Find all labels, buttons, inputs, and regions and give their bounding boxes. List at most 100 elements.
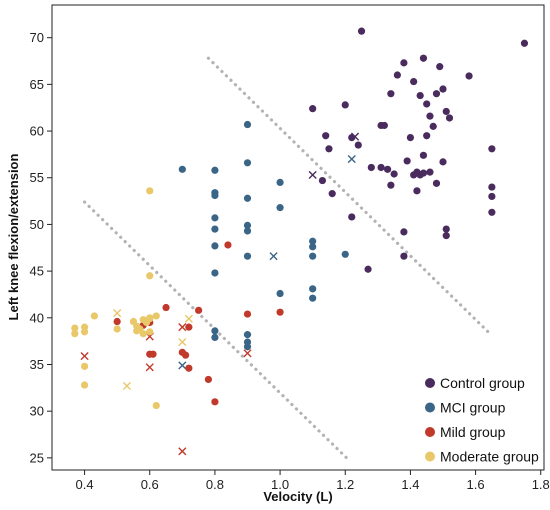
moderate-group-point bbox=[80, 381, 89, 389]
control-group-point bbox=[488, 145, 496, 153]
control-group-point bbox=[387, 90, 395, 98]
mild-group-point bbox=[185, 364, 193, 372]
mild-group-cross-stroke bbox=[243, 349, 252, 358]
control-group-point bbox=[432, 90, 441, 98]
mci-group-cross-stroke bbox=[178, 361, 187, 370]
data-points bbox=[71, 27, 529, 456]
mci-group-point bbox=[243, 221, 252, 229]
control-group-cross-stroke bbox=[308, 170, 317, 180]
mci-group-point bbox=[211, 269, 219, 277]
control-group-point bbox=[318, 176, 327, 185]
control-group-point bbox=[442, 107, 450, 116]
control-group-point bbox=[488, 183, 496, 191]
y-axis-title: Left knee flexion/extension bbox=[6, 154, 21, 321]
mci-group-point bbox=[276, 178, 284, 187]
control-group-point bbox=[436, 63, 444, 71]
x-tick-label: 0.6 bbox=[141, 477, 159, 492]
control-group-point bbox=[322, 132, 330, 140]
control-group-point bbox=[364, 265, 372, 273]
mild-group-cross-stroke bbox=[145, 363, 154, 372]
legend-label: MCI group bbox=[440, 400, 506, 416]
moderate-group-point bbox=[71, 330, 79, 338]
legend-marker bbox=[425, 402, 435, 413]
moderate-group-point bbox=[146, 328, 154, 336]
mild-group-point bbox=[211, 398, 219, 406]
x-tick-label: 1.4 bbox=[401, 477, 419, 492]
control-group-point bbox=[325, 145, 333, 153]
boundary-line-2 bbox=[206, 56, 494, 338]
moderate-group-point bbox=[152, 401, 160, 410]
x-tick-label: 1.2 bbox=[336, 477, 354, 492]
control-group-point bbox=[429, 122, 437, 130]
mild-group-cross-stroke bbox=[178, 447, 187, 456]
x-axis-title: Velocity (L) bbox=[263, 489, 332, 504]
mci-group-point bbox=[211, 191, 219, 200]
legend-label: Mild group bbox=[440, 424, 506, 440]
mci-group-point bbox=[178, 165, 186, 173]
mci-group-point bbox=[276, 289, 284, 298]
moderate-group-point bbox=[139, 330, 147, 338]
legend: Control group MCI group Mild group Moderate… bbox=[425, 375, 539, 465]
mci-group-point bbox=[211, 166, 219, 174]
control-group-cross-marker bbox=[308, 170, 317, 180]
mci-group-point bbox=[211, 214, 219, 222]
mci-group-point bbox=[309, 285, 317, 293]
x-tick-label: 0.8 bbox=[206, 477, 224, 492]
control-group-point bbox=[400, 252, 408, 260]
mci-group-point bbox=[243, 194, 252, 202]
mci-group-point bbox=[309, 252, 317, 260]
mci-group-point bbox=[243, 159, 252, 167]
moderate-group-point bbox=[146, 187, 154, 195]
control-group-cross-stroke bbox=[350, 132, 360, 141]
moderate-group-point bbox=[152, 312, 160, 320]
mild-group-cross-marker bbox=[145, 363, 154, 372]
y-tick-label: 65 bbox=[30, 77, 44, 92]
moderate-group-point bbox=[146, 272, 154, 280]
control-group-point bbox=[390, 170, 398, 178]
plot-frame bbox=[51, 4, 545, 471]
mci-group-cross-marker bbox=[178, 361, 187, 370]
mci-group-point bbox=[243, 343, 252, 351]
control-group-point bbox=[341, 101, 349, 109]
mild-group-cross-stroke bbox=[80, 351, 89, 361]
y-tick-label: 30 bbox=[30, 404, 44, 419]
control-group-point bbox=[465, 72, 473, 80]
moderate-group-point bbox=[90, 312, 98, 320]
mild-group-cross-marker bbox=[243, 349, 252, 358]
legend-label: Control group bbox=[440, 375, 525, 391]
mci-group-cross-stroke bbox=[269, 252, 278, 261]
control-group-point bbox=[413, 187, 421, 195]
mild-group-point bbox=[195, 306, 203, 314]
control-group-point bbox=[488, 192, 496, 201]
control-group-point bbox=[400, 59, 408, 67]
mci-group-cross-stroke bbox=[347, 154, 356, 164]
mci-group-cross-marker bbox=[347, 154, 356, 164]
mci-group-point bbox=[211, 333, 219, 342]
mild-group-point bbox=[149, 350, 157, 358]
mci-group-cross-marker bbox=[269, 252, 278, 261]
control-group-point bbox=[406, 133, 415, 142]
moderate-group-cross-stroke bbox=[122, 381, 132, 391]
y-tick-label: 25 bbox=[30, 450, 44, 465]
moderate-group-cross-marker bbox=[178, 337, 187, 347]
control-group-point bbox=[328, 190, 336, 198]
legend-marker bbox=[425, 451, 435, 462]
control-group-point bbox=[419, 169, 428, 177]
control-group-point bbox=[426, 112, 434, 120]
control-group-point bbox=[309, 105, 317, 113]
control-group-point bbox=[423, 132, 431, 140]
moderate-group-point bbox=[80, 328, 89, 336]
control-group-point bbox=[416, 91, 424, 100]
control-group-point bbox=[419, 151, 428, 159]
control-group-point bbox=[354, 141, 362, 149]
moderate-group-cross-marker bbox=[113, 309, 122, 318]
control-group-point bbox=[419, 54, 428, 62]
legend-marker bbox=[425, 427, 435, 437]
mci-group-point bbox=[211, 327, 219, 335]
moderate-group-cross-marker bbox=[122, 381, 132, 391]
control-group-point bbox=[426, 168, 434, 176]
control-group-point bbox=[357, 27, 366, 35]
control-group-point bbox=[442, 232, 450, 240]
moderate-group-point bbox=[113, 325, 121, 333]
axis-ticks: 0.4 0.6 0.8 1.0 1.2 1.4 1.6 1.8 25 30 35 40 45 50 55 60… bbox=[30, 30, 550, 492]
